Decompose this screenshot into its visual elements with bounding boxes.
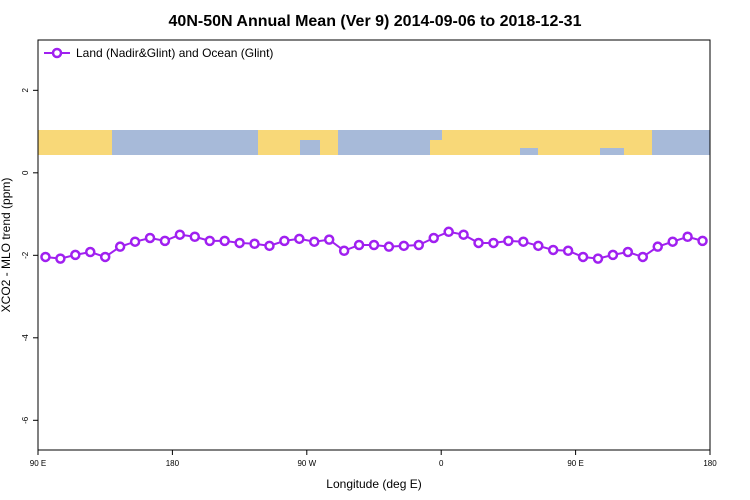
- data-point: [323, 234, 335, 245]
- data-point: [338, 245, 350, 257]
- data-point: [443, 226, 454, 238]
- data-point: [622, 246, 634, 258]
- data-point: [219, 235, 230, 247]
- data-point: [518, 236, 529, 247]
- x-tick-label: 180: [703, 459, 717, 468]
- data-point: [488, 237, 499, 249]
- data-point: [85, 246, 96, 258]
- data-point: [264, 240, 275, 252]
- map-strip: [38, 130, 710, 155]
- data-point: [279, 235, 290, 247]
- data-point: [55, 253, 66, 264]
- data-point: [383, 241, 395, 252]
- data-point: [637, 251, 649, 263]
- data-point: [40, 251, 51, 263]
- y-axis-label: XCO2 - MLO trend (ppm): [0, 178, 13, 313]
- data-point: [249, 238, 260, 250]
- data-point: [562, 245, 574, 257]
- data-point: [368, 239, 380, 251]
- data-point: [398, 240, 410, 252]
- data-point: [234, 237, 245, 249]
- data-point: [174, 229, 186, 240]
- data-point: [458, 229, 469, 240]
- y-tick-label: -6: [21, 416, 30, 424]
- data-point: [533, 240, 544, 252]
- data-point: [353, 239, 365, 251]
- legend: Land (Nadir&Glint) and Ocean (Glint): [44, 46, 273, 60]
- plot-frame: [37, 39, 711, 451]
- data-point: [652, 241, 663, 252]
- data-point: [159, 235, 171, 247]
- x-tick-label: 90 E: [30, 459, 46, 468]
- data-point: [413, 239, 425, 251]
- data-point: [682, 231, 693, 243]
- data-point: [309, 236, 320, 247]
- data-point: [667, 236, 678, 247]
- y-tick-label: 2: [21, 88, 30, 93]
- data-point: [189, 231, 201, 243]
- data-point: [697, 235, 708, 247]
- data-point: [70, 249, 81, 261]
- y-tick-label: 0: [21, 170, 30, 175]
- y-tick-label: -2: [21, 251, 30, 259]
- data-point: [204, 235, 215, 247]
- x-tick-label: 90 E: [567, 459, 583, 468]
- legend-marker: [51, 47, 63, 59]
- data-point: [607, 249, 619, 261]
- chart-title: 40N-50N Annual Mean (Ver 9) 2014-09-06 t…: [169, 13, 582, 30]
- data-point: [129, 236, 141, 247]
- x-tick-label: 0: [439, 459, 444, 468]
- data-point: [592, 253, 604, 264]
- y-tick-label: -4: [21, 334, 30, 342]
- data-point: [547, 244, 559, 256]
- data-point: [577, 251, 589, 263]
- data-point: [473, 237, 484, 249]
- legend-label: Land (Nadir&Glint) and Ocean (Glint): [76, 46, 273, 60]
- x-tick-label: 180: [166, 459, 180, 468]
- data-point: [294, 233, 305, 245]
- x-axis-label: Longitude (deg E): [326, 477, 421, 491]
- data-point: [99, 251, 111, 263]
- data-point: [144, 232, 156, 244]
- data-point: [503, 235, 514, 247]
- data-point: [114, 241, 126, 252]
- data-point: [428, 232, 439, 244]
- x-tick-label: 90 W: [297, 459, 316, 468]
